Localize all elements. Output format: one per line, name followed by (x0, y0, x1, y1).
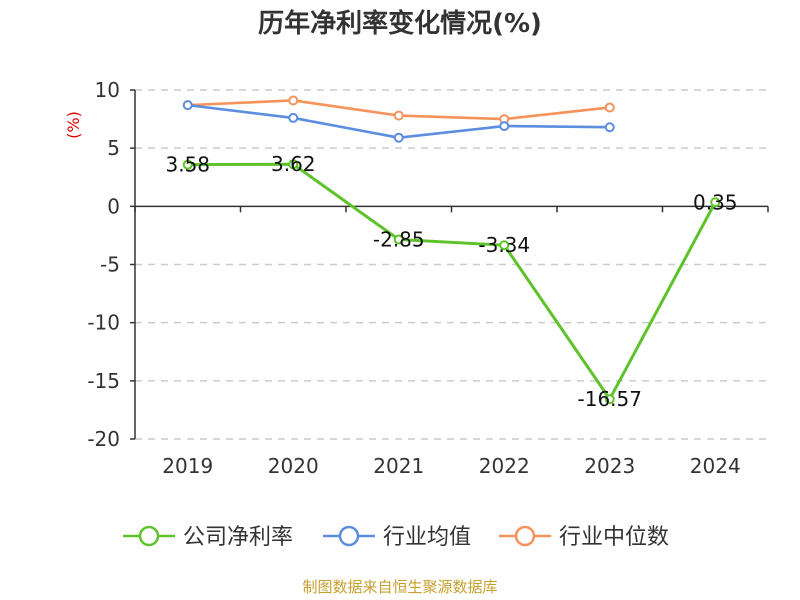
x-tick-label: 2019 (162, 454, 213, 478)
data-point (710, 197, 721, 208)
legend-swatch-marker (138, 525, 160, 547)
data-label: 0.35 (693, 190, 738, 214)
x-tick-label: 2023 (584, 454, 635, 478)
x-axis-ticks: 2019 2020 2021 2022 2023 2024 (162, 454, 740, 478)
y-tick-label: -5 (100, 253, 120, 277)
data-label: 3.58 (165, 153, 210, 177)
legend-label: 行业均值 (383, 525, 471, 550)
data-point (499, 240, 510, 251)
y-tick-label: -20 (87, 427, 120, 451)
x-tick-label: 2022 (479, 454, 530, 478)
source-note: 制图数据来自恒生聚源数据库 (302, 578, 497, 596)
data-point (288, 95, 299, 106)
data-point (393, 234, 404, 245)
series-lines (182, 95, 721, 405)
legend-label: 行业中位数 (559, 525, 669, 550)
y-axis-ticks: 10 5 0 -5 -10 -15 -20 (87, 78, 135, 451)
data-label: -3.34 (478, 233, 530, 257)
data-point (288, 112, 299, 123)
data-point (393, 110, 404, 121)
chart-title: 历年净利率变化情况(%) (258, 8, 542, 39)
y-axis-label: (%) (64, 111, 83, 139)
series-line (187, 162, 717, 401)
data-label: -2.85 (373, 227, 425, 251)
x-tick-label: 2024 (690, 454, 741, 478)
data-point (604, 102, 615, 113)
y-tick-label: 10 (95, 78, 120, 102)
data-point (499, 121, 510, 132)
x-tick-label: 2020 (268, 454, 319, 478)
data-point (604, 122, 615, 133)
data-point (604, 394, 615, 405)
data-point (182, 100, 193, 111)
data-point (393, 132, 404, 143)
data-label: 3.62 (271, 152, 316, 176)
legend-swatch-marker (338, 525, 360, 547)
x-tick-label: 2021 (373, 454, 424, 478)
data-label: -16.57 (578, 387, 642, 411)
y-tick-label: 0 (107, 194, 120, 218)
legend: 公司净利率 行业均值 行业中位数 (123, 525, 669, 550)
data-labels: 3.58 3.62 -2.85 -3.34 -16.57 0.35 (165, 152, 737, 411)
legend-label: 公司净利率 (183, 525, 293, 550)
y-tick-label: 5 (107, 136, 120, 160)
y-tick-label: -10 (87, 311, 120, 335)
y-tick-label: -15 (87, 369, 120, 393)
legend-swatch-marker (514, 525, 536, 547)
data-point (182, 159, 193, 170)
grid-lines (135, 89, 768, 440)
data-point (288, 159, 299, 170)
